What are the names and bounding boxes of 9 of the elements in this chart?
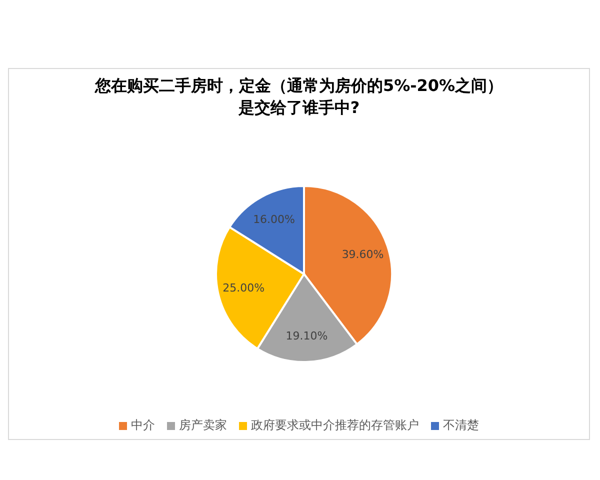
data-label: 39.60% (342, 248, 384, 261)
data-label: 16.00% (253, 213, 296, 226)
legend-label: 政府要求或中介推荐的存管账户 (250, 417, 419, 434)
legend-label: 中介 (130, 417, 155, 434)
data-label: 19.10% (286, 329, 328, 342)
legend-label: 房产卖家 (178, 417, 227, 434)
legend-label: 不清楚 (442, 417, 479, 434)
data-label: 25.00% (222, 281, 265, 294)
chart-title: 您在购买二手房时，定金（通常为房价的5%-20%之间）是交给了谁手中? (94, 75, 504, 119)
